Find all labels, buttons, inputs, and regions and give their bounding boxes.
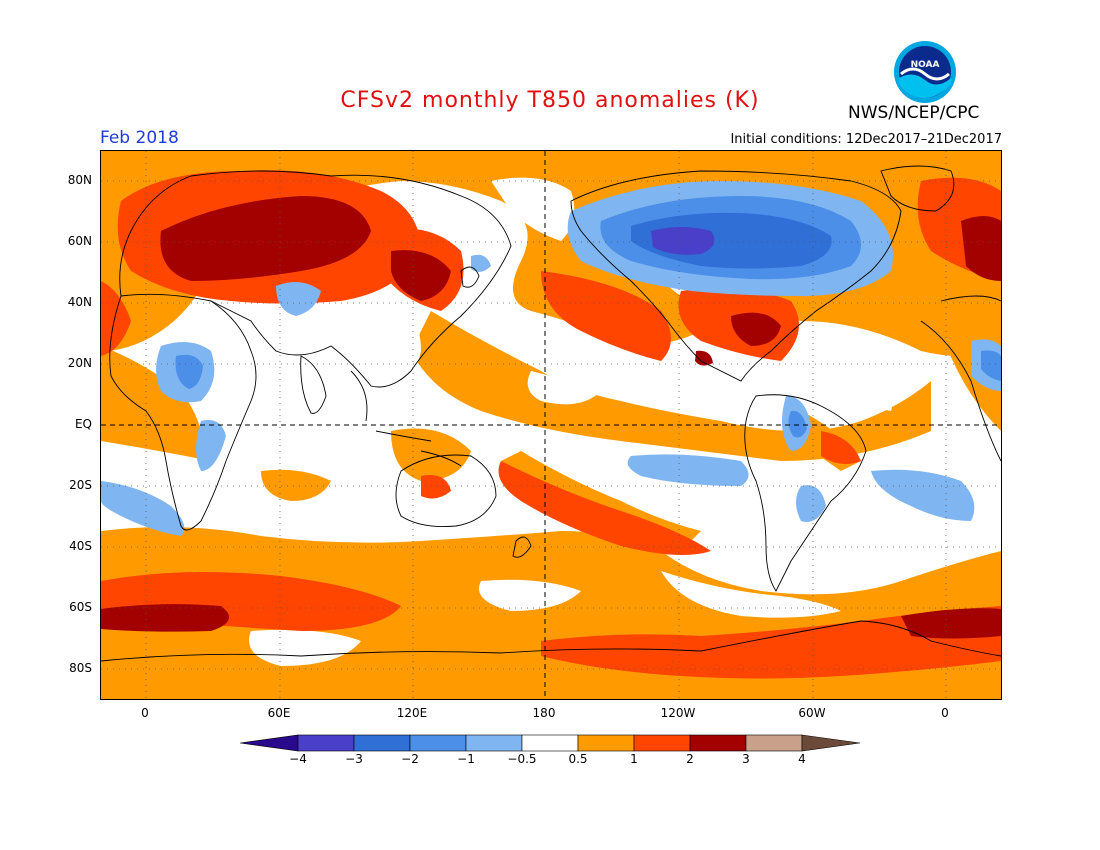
map-svg	[101, 151, 1001, 699]
lat-label-40s: 40S	[69, 539, 92, 553]
graticule	[101, 151, 1001, 699]
colorbar-swatch-4	[465, 734, 523, 752]
colorbar-swatch-9	[745, 734, 803, 752]
lon-label-0-east: 0	[941, 706, 949, 720]
logo-text: NOAA	[911, 60, 940, 70]
lat-label-20s: 20S	[69, 478, 92, 492]
colorbar-label-p4: 4	[798, 752, 806, 766]
colorbar-arrow-low	[240, 734, 299, 752]
colorbar-swatch-6	[577, 734, 635, 752]
anomaly-map	[100, 150, 1002, 700]
forecast-month: Feb 2018	[100, 128, 179, 148]
lon-label-180: 180	[532, 706, 556, 720]
hot-anomaly	[101, 196, 1001, 639]
lat-label-20n: 20N	[67, 356, 92, 370]
lat-label-eq: EQ	[74, 417, 92, 431]
initial-conditions: Initial conditions: 12Dec2017–21Dec2017	[730, 132, 1002, 147]
strong-cold-anomaly	[651, 227, 715, 255]
colorbar-swatch-1	[297, 734, 355, 752]
lat-label-40n: 40N	[67, 295, 92, 309]
lon-label-120w: 120W	[660, 706, 696, 720]
lat-label-80s: 80S	[69, 661, 92, 675]
colorbar-swatch-2	[353, 734, 411, 752]
coastlines	[101, 165, 1001, 662]
colorbar-label-m05: −0.5	[507, 752, 537, 766]
lon-label-60w: 60W	[798, 706, 826, 720]
colorbar-label-p05: 0.5	[568, 752, 588, 766]
colorbar-label-m4: −4	[289, 752, 307, 766]
colorbar-swatch-5	[521, 734, 579, 752]
cold-anomaly	[631, 212, 832, 269]
map-title: CFSv2 monthly T850 anomalies (K)	[340, 88, 760, 113]
lat-label-60s: 60S	[69, 600, 92, 614]
lat-label-60n: 60N	[67, 234, 92, 248]
colorbar-label-m1: −1	[457, 752, 475, 766]
colorbar-swatch-3	[409, 734, 467, 752]
colorbar-label-p3: 3	[742, 752, 750, 766]
colorbar-label-p2: 2	[686, 752, 694, 766]
colorbar-swatch-7	[633, 734, 691, 752]
colorbar-label-p1: 1	[630, 752, 638, 766]
lon-label-0: 0	[141, 706, 149, 720]
reference-lines	[101, 151, 1001, 699]
agency-label: NWS/NCEP/CPC	[848, 103, 980, 123]
noaa-logo: NOAA	[894, 41, 956, 103]
colorbar-arrow-high	[801, 734, 861, 752]
colorbar-swatch-8	[689, 734, 747, 752]
colorbar-label-m3: −3	[345, 752, 363, 766]
colorbar	[240, 734, 861, 752]
lat-label-80n: 80N	[67, 173, 92, 187]
colorbar-label-m2: −2	[401, 752, 419, 766]
lon-label-60e: 60E	[267, 706, 291, 720]
lon-label-120e: 120E	[396, 706, 428, 720]
